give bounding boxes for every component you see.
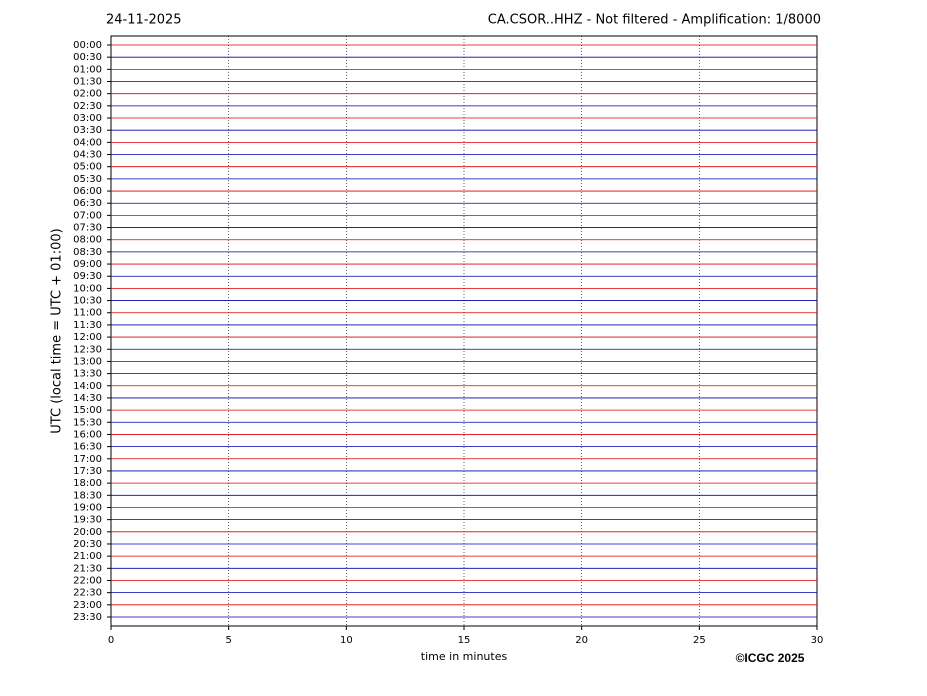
y-tick-label: 16:00 <box>73 429 102 440</box>
y-tick-label: 08:00 <box>73 235 102 246</box>
y-tick-label: 10:30 <box>73 296 102 307</box>
y-tick-label: 15:00 <box>73 405 102 416</box>
y-tick-label: 10:00 <box>73 283 102 294</box>
y-tick-label: 23:00 <box>73 600 102 611</box>
y-tick-label: 15:30 <box>73 417 102 428</box>
y-tick-label: 00:00 <box>73 40 102 51</box>
y-tick-label: 14:30 <box>73 393 102 404</box>
y-tick-label: 06:00 <box>73 186 102 197</box>
y-tick-label: 11:30 <box>73 320 102 331</box>
y-tick-label: 05:30 <box>73 174 102 185</box>
y-tick-label: 14:00 <box>73 381 102 392</box>
x-tick-label: 15 <box>458 635 471 646</box>
y-tick-label: 08:30 <box>73 247 102 258</box>
x-tick-label: 0 <box>108 635 114 646</box>
y-tick-label: 03:30 <box>73 125 102 136</box>
y-tick-label: 17:30 <box>73 466 102 477</box>
y-tick-label: 01:30 <box>73 77 102 88</box>
y-tick-label: 19:30 <box>73 515 102 526</box>
y-tick-label: 04:00 <box>73 137 102 148</box>
y-tick-label: 00:30 <box>73 52 102 63</box>
x-tick-label: 5 <box>225 635 231 646</box>
y-tick-label: 13:00 <box>73 356 102 367</box>
y-tick-label: 23:30 <box>73 612 102 623</box>
y-tick-label: 13:30 <box>73 369 102 380</box>
y-tick-label: 22:00 <box>73 575 102 586</box>
credit: ©ICGC 2025 <box>736 651 805 665</box>
y-tick-label: 16:30 <box>73 442 102 453</box>
y-tick-label: 02:00 <box>73 89 102 100</box>
y-tick-label: 17:00 <box>73 454 102 465</box>
y-tick-label: 03:00 <box>73 113 102 124</box>
y-tick-label: 09:30 <box>73 271 102 282</box>
y-tick-label: 19:00 <box>73 502 102 513</box>
y-tick-label: 12:00 <box>73 332 102 343</box>
y-tick-label: 07:00 <box>73 210 102 221</box>
y-tick-label: 21:30 <box>73 563 102 574</box>
y-tick-label: 06:30 <box>73 198 102 209</box>
y-axis-label: UTC (local time = UTC + 01:00) <box>50 228 65 433</box>
y-tick-label: 01:00 <box>73 64 102 75</box>
y-tick-label: 04:30 <box>73 150 102 161</box>
y-tick-label: 22:30 <box>73 588 102 599</box>
y-tick-label: 21:00 <box>73 551 102 562</box>
y-tick-label: 18:30 <box>73 490 102 501</box>
x-axis-label: time in minutes <box>421 650 508 663</box>
x-tick-label: 20 <box>575 635 588 646</box>
y-tick-label: 05:00 <box>73 162 102 173</box>
y-tick-label: 09:00 <box>73 259 102 270</box>
y-tick-label: 18:00 <box>73 478 102 489</box>
y-tick-label: 02:30 <box>73 101 102 112</box>
date: 24-11-2025 <box>106 13 182 28</box>
y-tick-label: 20:00 <box>73 527 102 538</box>
chart-title: CA.CSOR..HHZ - Not filtered - Amplificat… <box>488 13 821 28</box>
x-tick-label: 30 <box>811 635 824 646</box>
x-tick-label: 10 <box>340 635 353 646</box>
y-tick-label: 20:30 <box>73 539 102 550</box>
y-tick-label: 11:00 <box>73 308 102 319</box>
x-tick-label: 25 <box>693 635 706 646</box>
y-tick-label: 12:30 <box>73 344 102 355</box>
y-tick-label: 07:30 <box>73 223 102 234</box>
